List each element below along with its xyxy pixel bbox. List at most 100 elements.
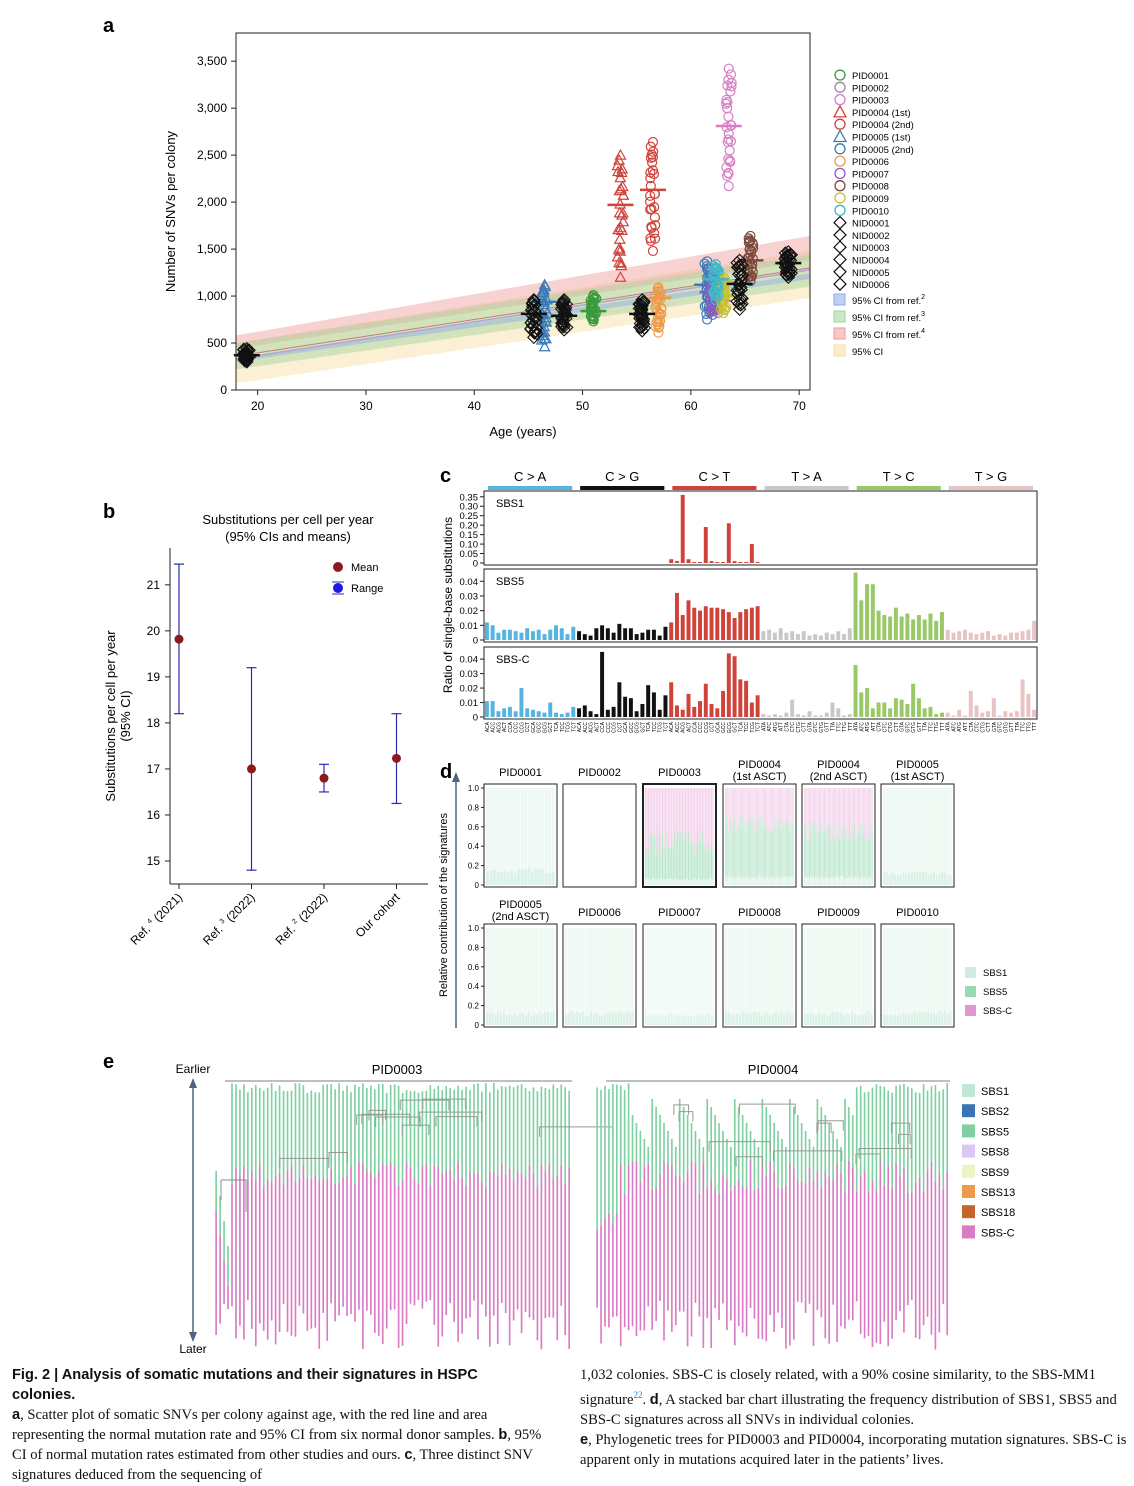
stack-sbs5 — [660, 928, 662, 1016]
stack-sbs5 — [946, 788, 949, 876]
branch-sbs5 — [848, 1107, 850, 1161]
stack-sbs1 — [535, 1014, 539, 1025]
context-label: GTC — [905, 722, 911, 733]
branch-sbs5 — [417, 1092, 420, 1184]
branch-sbsc — [836, 1162, 838, 1342]
context-label: GCC — [629, 722, 635, 734]
signature-bar — [536, 629, 541, 640]
legend-marker — [834, 192, 846, 204]
branch-sbsc — [314, 1175, 317, 1328]
signature-bar — [1003, 635, 1008, 640]
stack-sbs1 — [788, 1012, 791, 1025]
caption-ref-22[interactable]: 22 — [633, 1390, 643, 1400]
stack-sbs5 — [761, 827, 763, 877]
y-tick-label: 0.01 — [460, 698, 479, 709]
stack-sbsc — [706, 788, 708, 852]
signature-bar — [744, 609, 749, 640]
panel-a-scatter: 20 30 40 50 60 7005001,0001,5002,0002,5003,00… — [163, 32, 925, 439]
branch-sbsc — [528, 1165, 531, 1318]
data-point — [717, 300, 728, 311]
signature-bar — [876, 610, 881, 640]
signature-bar — [651, 692, 656, 717]
stack-sbs1 — [781, 876, 783, 885]
branch-sbs5 — [286, 1091, 289, 1171]
branch-sbs5 — [215, 1171, 217, 1211]
stack-sbs5 — [735, 831, 737, 879]
signature-bar — [559, 714, 564, 717]
stack-sbsc — [664, 788, 667, 850]
y-tick-label: 0.01 — [460, 621, 479, 632]
stack-sbs1 — [661, 878, 663, 885]
branch-sbsc — [765, 1176, 768, 1342]
stack-sbs1 — [940, 1013, 944, 1025]
stack-sbs1 — [774, 1011, 778, 1025]
stack-sbs5 — [806, 841, 808, 878]
stack-sbs1 — [767, 876, 769, 885]
legend-label: SBS-C — [983, 1006, 1012, 1017]
stack-sbs5 — [844, 839, 845, 879]
stack-sbs1 — [707, 879, 709, 885]
signature-bar — [974, 634, 979, 640]
caption-a: , Scatter plot of somatic SNVs per colon… — [12, 1407, 499, 1443]
stack-sbsc — [743, 788, 745, 828]
stack-sbs5 — [701, 831, 703, 881]
branch-sbsc — [615, 1212, 618, 1317]
branch-sbs5 — [714, 1115, 716, 1190]
tree-branch — [539, 1126, 614, 1137]
branch-sbsc — [631, 1161, 634, 1327]
stack-sbs5 — [678, 928, 680, 1015]
branch-sbs5 — [540, 1086, 543, 1167]
signature-bar — [715, 607, 720, 640]
x-tick-label: Ref. 2 (2022) — [273, 890, 330, 947]
branch-sbs5 — [824, 1115, 827, 1173]
stack-sbsc — [867, 788, 869, 839]
context-label: CCA — [692, 721, 698, 732]
stack-sbs1 — [856, 1015, 859, 1025]
stack-sbs1 — [645, 1013, 647, 1025]
data-point — [650, 321, 661, 332]
context-label: ATC — [767, 722, 773, 732]
context-label: ATA — [854, 721, 860, 731]
signature-bar — [715, 708, 720, 717]
legend-label: NID0004 — [852, 256, 890, 267]
branch-sbs5 — [891, 1092, 893, 1189]
stack-sbs1 — [826, 1015, 829, 1025]
signature-frame — [483, 646, 1038, 720]
stack-sbs1 — [689, 880, 691, 885]
stack-sbs1 — [697, 1014, 699, 1025]
branch-sbsc — [346, 1176, 348, 1316]
branch-sbsc — [757, 1187, 760, 1339]
branch-sbsc — [334, 1183, 336, 1322]
signature-bar — [611, 632, 616, 640]
context-label: TTA — [923, 721, 929, 731]
branch-sbsc — [848, 1160, 850, 1320]
stack-sbs5 — [703, 928, 705, 1017]
stack-sbs1 — [891, 1014, 894, 1025]
signature-bar — [865, 688, 870, 717]
context-label: TCT — [756, 722, 762, 732]
stack-sbs5 — [757, 818, 758, 879]
stack-sbsc — [707, 788, 709, 846]
signature-bar — [651, 629, 656, 640]
panel-title: PID0005 — [499, 899, 542, 911]
branch-sbs5 — [612, 1083, 614, 1223]
signature-bar — [484, 701, 489, 717]
data-point — [645, 204, 656, 215]
stack-sbs1 — [949, 1012, 952, 1025]
stack-sbs1 — [766, 1012, 769, 1025]
context-label: CTC — [790, 722, 796, 733]
context-label: CCT — [617, 722, 623, 732]
stack-sbsc — [856, 788, 858, 835]
stack-sbsc — [844, 788, 845, 840]
signature-bar — [795, 714, 800, 717]
stack-sbs1 — [731, 876, 733, 885]
stack-sbs1 — [869, 877, 871, 885]
y-tick-label: 500 — [207, 336, 227, 350]
branch-sbs5 — [663, 1123, 665, 1162]
legend-label: 95% CI from ref.2 — [852, 294, 925, 307]
stack-sbsc — [668, 788, 670, 849]
stack-sbs5 — [848, 928, 851, 1015]
branch-sbsc — [385, 1165, 388, 1329]
stack-sbs1 — [742, 876, 743, 885]
branch-sbsc — [326, 1179, 329, 1341]
